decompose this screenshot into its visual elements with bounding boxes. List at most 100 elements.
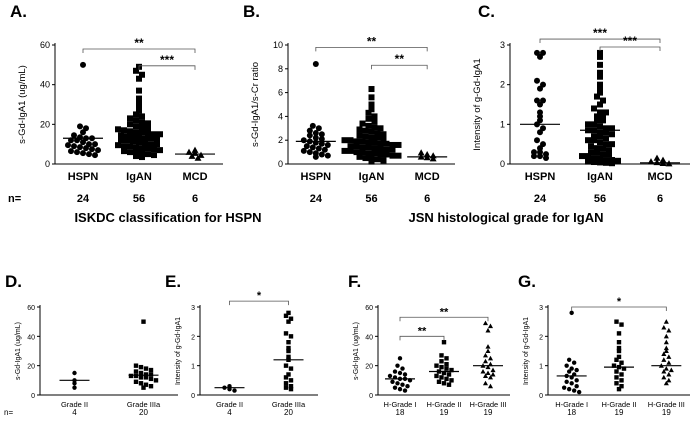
- data-point: [371, 145, 378, 152]
- data-point: [145, 130, 151, 137]
- data-point: [86, 151, 92, 158]
- data-point: [480, 369, 486, 374]
- data-point: [600, 145, 606, 152]
- chart-panel-g: G. 0 1 2 3 Intensity of g-Gd-IgA1 H-Grade I18 H…: [518, 272, 690, 417]
- data-point: [603, 109, 609, 116]
- data-point: [597, 133, 603, 140]
- data-point: [315, 145, 322, 152]
- data-point: [283, 331, 289, 336]
- significance-label: **: [418, 325, 427, 337]
- data-point: [380, 131, 387, 138]
- y-tick-label: 2: [539, 334, 543, 341]
- data-point: [143, 366, 149, 371]
- n-value: 20: [139, 408, 148, 417]
- data-point: [133, 373, 139, 379]
- data-point: [423, 151, 431, 158]
- data-point: [80, 150, 86, 157]
- data-point: [377, 140, 384, 147]
- data-point: [318, 140, 325, 147]
- data-point: [446, 372, 452, 377]
- data-point: [318, 136, 325, 143]
- data-point: [306, 132, 313, 139]
- n-value: 6: [192, 193, 198, 205]
- data-point: [136, 75, 142, 82]
- y-tick-label: 10: [273, 40, 283, 50]
- y-tick-label: 2: [191, 334, 195, 341]
- data-point: [359, 149, 366, 156]
- data-point: [145, 120, 151, 127]
- data-point: [597, 53, 603, 60]
- data-point: [405, 384, 410, 389]
- data-point: [397, 386, 403, 392]
- data-point: [569, 381, 574, 386]
- data-point: [653, 154, 661, 161]
- data-point: [286, 345, 291, 351]
- n-value: 19: [440, 408, 449, 417]
- data-point: [609, 157, 615, 164]
- data-point: [597, 123, 603, 130]
- data-point: [387, 373, 393, 379]
- data-point: [487, 374, 494, 380]
- n-value: 4: [227, 408, 232, 417]
- data-point: [368, 101, 375, 108]
- data-point: [400, 382, 405, 387]
- significance-label: ***: [623, 34, 637, 48]
- data-point: [324, 152, 331, 159]
- data-point: [92, 141, 98, 148]
- y-tick-label: 40: [365, 334, 373, 341]
- data-point: [389, 141, 396, 148]
- data-point: [115, 142, 121, 149]
- data-point: [597, 139, 603, 146]
- data-point: [615, 157, 621, 164]
- x-tick-label: IgAN: [126, 171, 152, 183]
- data-point: [283, 381, 289, 386]
- data-point: [661, 374, 667, 380]
- data-point: [600, 113, 606, 120]
- data-point: [143, 382, 149, 387]
- data-point: [616, 354, 622, 360]
- data-point: [566, 357, 572, 362]
- data-point: [371, 150, 378, 157]
- data-point: [383, 146, 390, 153]
- data-point: [614, 357, 619, 362]
- data-point: [133, 129, 139, 136]
- data-point: [118, 132, 124, 139]
- data-point: [395, 141, 402, 148]
- data-point: [449, 378, 454, 383]
- x-tick-label: H-Grade III: [648, 400, 685, 409]
- data-point: [597, 49, 603, 56]
- data-point: [619, 322, 624, 327]
- n-value: 4: [72, 408, 77, 417]
- y-tick-label: 1: [500, 119, 505, 129]
- data-point: [377, 145, 384, 152]
- data-point: [534, 49, 540, 56]
- n-label: n=: [8, 193, 21, 205]
- data-point: [145, 145, 151, 152]
- data-point: [647, 158, 655, 165]
- n-value: 24: [77, 193, 90, 205]
- data-point: [127, 121, 133, 128]
- data-point: [368, 134, 375, 141]
- data-point: [609, 141, 615, 148]
- data-point: [564, 363, 569, 368]
- data-point: [288, 384, 294, 389]
- data-point: [151, 152, 157, 159]
- data-point: [153, 378, 159, 383]
- data-point: [136, 101, 142, 108]
- data-point: [353, 143, 360, 150]
- data-point: [591, 155, 597, 162]
- data-point: [588, 149, 594, 156]
- data-point: [374, 130, 381, 137]
- panel-letter: G.: [518, 272, 536, 291]
- data-point: [585, 137, 591, 144]
- data-point: [597, 81, 603, 88]
- data-point: [594, 145, 600, 152]
- data-point: [434, 373, 439, 379]
- data-point: [121, 143, 127, 150]
- data-point: [487, 323, 494, 329]
- n-value: 19: [662, 408, 671, 417]
- data-point: [564, 379, 569, 384]
- n-value: 6: [424, 193, 430, 205]
- data-point: [139, 154, 145, 161]
- data-point: [397, 356, 403, 361]
